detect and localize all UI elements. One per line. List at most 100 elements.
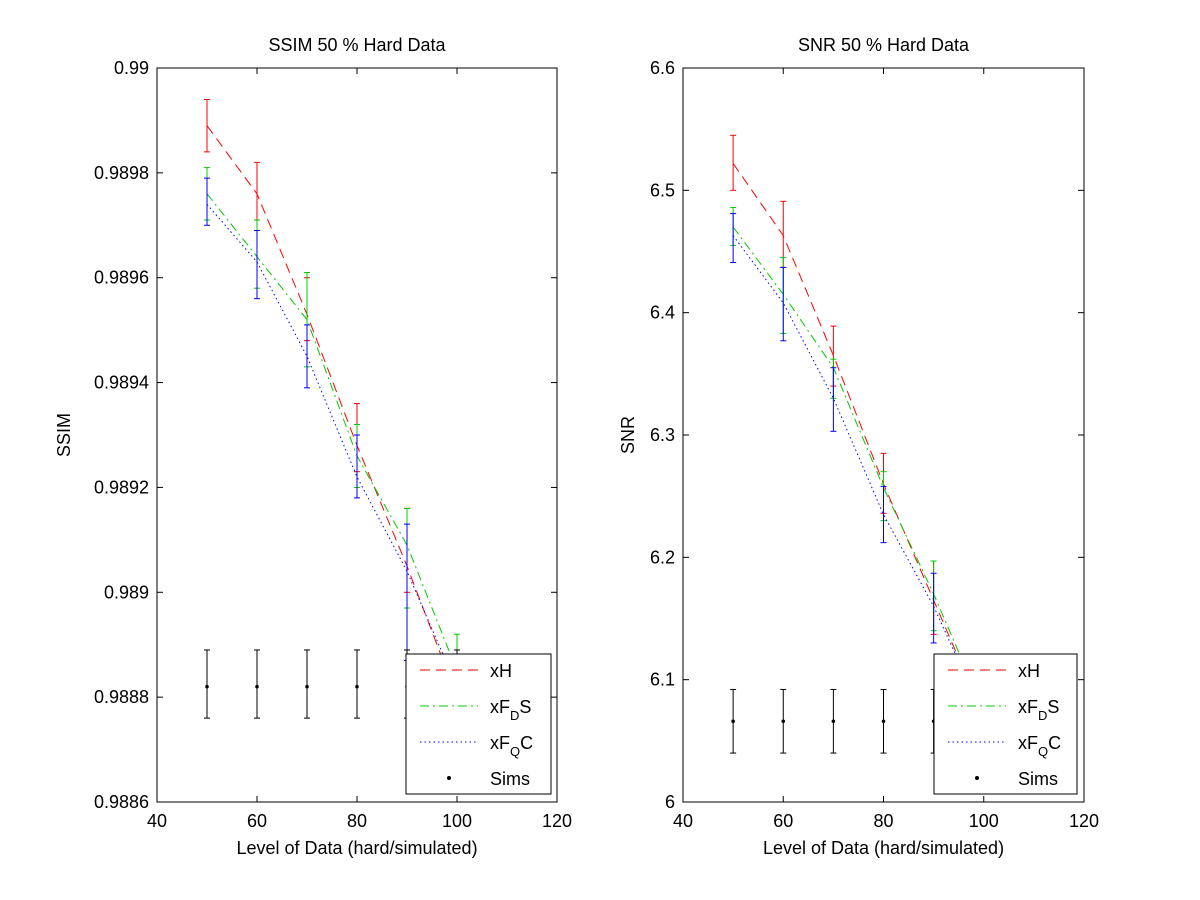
ssim-errorbar-sims [204,649,210,719]
snr-y-tick-label: 6.4 [650,303,675,323]
ssim-legend-entry-xfqc: xFQC [420,733,533,759]
legend-label-subscript: D [510,708,519,723]
ssim-errorbar-xfqc [254,230,260,300]
snr-x-tick-label: 100 [969,811,999,831]
ssim-y-tick-label: 0.9892 [94,477,149,497]
ssim-x-tick-label: 120 [542,811,572,831]
ssim-line-xh [206,125,458,698]
ssim-sims-point [305,684,309,689]
snr-sims-point [731,719,735,724]
snr-y-tick-label: 6.6 [650,58,675,78]
snr-panel: SNR 50 % Hard Data Level of Data (hard/s… [618,35,1099,858]
legend-label-tail: C [1048,733,1061,753]
snr-x-tick-label: 60 [773,811,793,831]
snr-sims-point [831,719,836,724]
snr-x-tick-label: 40 [673,811,693,831]
ssim-line-xfds [206,193,458,672]
snr-legend-entry-xfqc: xFQC [948,733,1061,759]
legend-label: Sims [490,769,530,789]
legend-label: Sims [1018,769,1058,789]
snr-y-tick-label: 6 [665,792,675,812]
legend-label-main: Sims [490,769,530,789]
ssim-y-tick-label: 0.9894 [94,373,149,393]
ssim-legend-entry-xfds: xFDS [420,697,531,723]
snr-ticks: 40 60 80 100 120 6 6.1 6.2 6.3 6.4 6.5 6.6 [650,58,1099,831]
legend-label-main: Sims [1018,769,1058,789]
ssim-legend-entry-sims: Sims [447,769,530,789]
snr-y-tick-label: 6.1 [650,670,675,690]
legend-label-subscript: Q [510,744,520,759]
snr-errorbar-sims [780,688,787,754]
legend-label-tail: S [519,697,531,717]
ssim-sims-point [355,684,359,689]
legend-label-subscript: Q [1038,744,1048,759]
ssim-y-tick-label: 0.9888 [94,687,149,707]
legend-label: xFQC [490,733,533,759]
legend-label-main: xF [1018,733,1038,753]
legend-marker-sample [447,776,451,780]
ssim-x-tick-label: 60 [247,811,267,831]
snr-y-tick-label: 6.2 [650,547,675,567]
ssim-ticks: 40 60 80 100 120 0.9886 0.9888 0.989 0.9892 0.989… [94,58,572,831]
snr-legend-entry-sims: Sims [975,769,1058,789]
legend-label-subscript: D [1038,708,1047,723]
ssim-errorbar-xfqc [304,324,310,389]
ssim-y-tick-label: 0.9886 [94,792,149,812]
legend-label: xH [1018,661,1040,681]
snr-errorbar-sims [880,688,887,754]
snr-errorbar-sims [830,688,837,754]
legend-label-main: xF [490,733,510,753]
snr-legend-entry-xfds: xFDS [948,697,1059,723]
ssim-panel: SSIM 50 % Hard Data Level of Data (hard/… [54,35,572,858]
snr-y-tick-label: 6.5 [650,180,675,200]
ssim-errorbar-xfqc [354,434,360,499]
legend-label: xFDS [1018,697,1059,723]
snr-chart-title: SNR 50 % Hard Data [798,35,970,55]
legend-label: xFDS [490,697,531,723]
ssim-errorbar-sims [304,649,310,719]
legend-label-main: xH [490,661,512,681]
snr-y-axis-label: SNR [618,416,638,454]
legend-label-main: xH [1018,661,1040,681]
snr-errorbar-xfqc [880,485,887,544]
ssim-chart-title: SSIM 50 % Hard Data [268,35,446,55]
snr-line-xfds [732,226,985,711]
snr-line-xh [732,163,985,717]
snr-errorbar-xfqc [730,213,737,264]
snr-errorbar-sims [730,688,737,754]
ssim-y-tick-label: 0.9896 [94,268,149,288]
legend-marker-sample [975,776,979,780]
snr-errorbar-xfqc [780,266,787,342]
ssim-sims-point [205,684,209,689]
ssim-errorbar-xfqc [204,177,210,226]
ssim-errorbar-sims [354,649,360,719]
legend-label-tail: S [1047,697,1059,717]
snr-errorbar-xfqc [930,572,937,644]
snr-legend-box [933,653,1078,795]
snr-x-axis-label: Level of Data (hard/simulated) [763,838,1004,858]
ssim-x-axis-label: Level of Data (hard/simulated) [236,838,477,858]
snr-sims-point [781,719,786,724]
ssim-errorbar-xh [204,98,210,153]
snr-legend-entry-xh: xH [948,661,1040,681]
ssim-y-tick-label: 0.99 [114,58,149,78]
ssim-y-axis-label: SSIM [54,413,74,457]
ssim-errorbar-sims [254,649,260,719]
snr-sims-point [881,719,886,724]
legend-label: xFQC [1018,733,1061,759]
snr-errorbar-xfqc [830,367,837,432]
snr-y-tick-label: 6.3 [650,425,675,445]
snr-errorbar-xh [730,134,737,191]
legend-label-main: xF [490,697,510,717]
ssim-legend-box [405,653,552,795]
ssim-legend-entry-xh: xH [420,661,512,681]
legend-label: xH [490,661,512,681]
legend-label-tail: C [520,733,533,753]
snr-x-tick-label: 80 [873,811,893,831]
ssim-line-xfqc [206,203,458,687]
legend-label-main: xF [1018,697,1038,717]
ssim-x-tick-label: 80 [347,811,367,831]
